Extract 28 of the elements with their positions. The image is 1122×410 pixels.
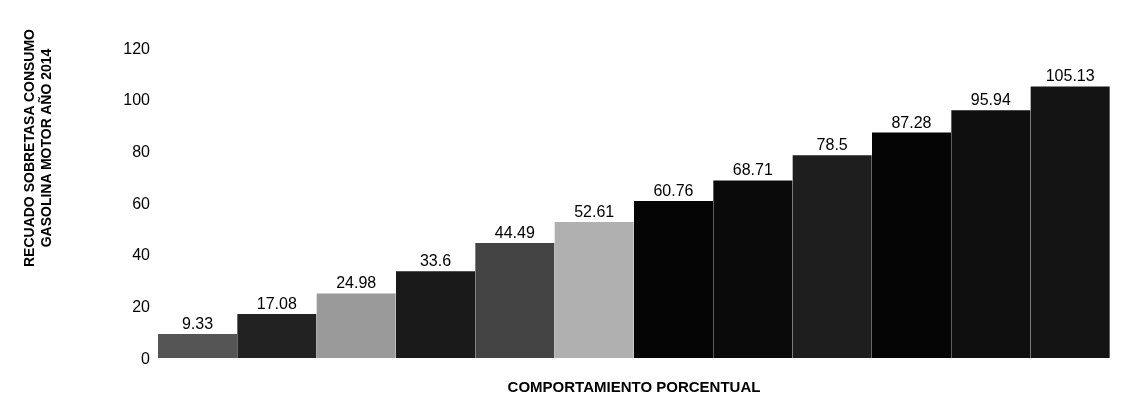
data-label: 9.33 (181, 314, 214, 332)
bar (792, 155, 872, 358)
bar (158, 333, 237, 358)
y-tick-label: 0 (141, 349, 151, 367)
data-label: 60.76 (653, 182, 694, 200)
data-label: 78.5 (816, 136, 848, 154)
data-label: 87.28 (891, 113, 932, 131)
x-axis-title: COMPORTAMIENTO PORCENTUAL (507, 378, 761, 395)
data-label: 33.6 (419, 252, 452, 270)
data-label: 52.61 (574, 203, 615, 221)
data-label: 17.08 (256, 294, 297, 312)
y-tick-label: 40 (132, 246, 151, 264)
data-label: 105.13 (1045, 67, 1095, 85)
bar (554, 222, 634, 358)
data-label: 68.71 (732, 161, 773, 179)
bar (316, 293, 396, 358)
data-label: 44.49 (494, 224, 535, 242)
y-axis-title: RECUADO SOBRETASA CONSUMO GASOLINA MOTOR AÑO 2014 (21, 28, 55, 269)
bar (475, 243, 555, 358)
y-tick-label: 120 (123, 39, 151, 57)
y-tick-label: 20 (132, 298, 151, 316)
y-tick-label: 100 (123, 91, 151, 109)
y-tick-label: 80 (132, 143, 151, 161)
bar (396, 271, 475, 358)
y-tick-label: 60 (132, 194, 151, 212)
bar (237, 313, 317, 358)
data-label: 24.98 (336, 274, 377, 292)
data-label: 95.94 (970, 91, 1011, 109)
